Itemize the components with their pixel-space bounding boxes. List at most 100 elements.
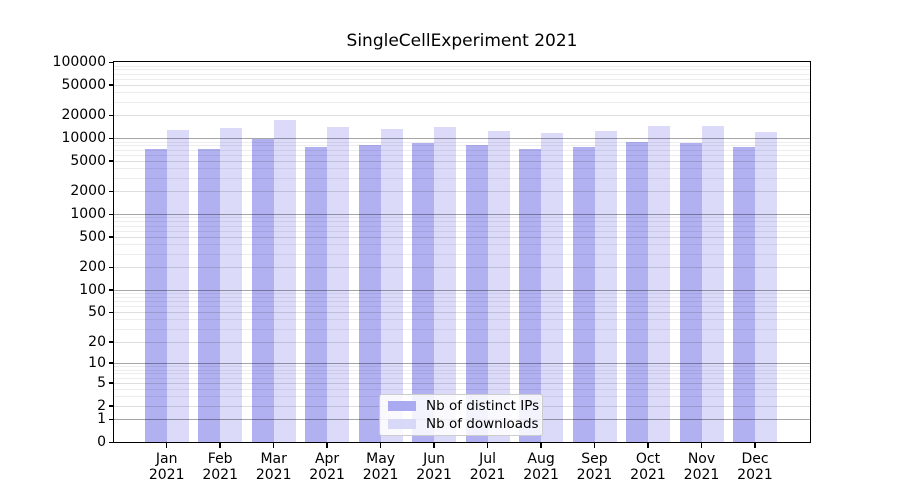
y-tick-label: 2000 <box>70 183 106 200</box>
gridline-minor <box>114 366 810 367</box>
gridline-minor <box>114 78 810 80</box>
bar-distinct-ips <box>251 139 274 442</box>
gridline-minor <box>114 145 810 147</box>
gridline-minor <box>114 369 810 371</box>
gridline-major <box>114 138 810 139</box>
gridline-minor <box>114 377 810 379</box>
chart-title: SingleCellExperiment 2021 <box>346 31 578 51</box>
bar-distinct-ips <box>465 144 488 442</box>
y-tick-label: 10 <box>88 354 106 371</box>
bar-downloads <box>487 130 510 442</box>
y-tick-mark <box>109 341 114 343</box>
gridline-minor <box>114 306 810 308</box>
legend-swatch-downloads <box>388 419 416 429</box>
bar-downloads <box>701 125 724 442</box>
x-tick-label: Nov 2021 <box>683 451 720 483</box>
gridline-mid <box>114 84 810 86</box>
legend-item-downloads: Nb of downloads <box>388 416 539 432</box>
x-tick-label: Sep 2021 <box>576 451 613 483</box>
y-tick-label: 1 <box>97 411 106 428</box>
legend-item-distinct-ips: Nb of distinct IPs <box>388 398 539 414</box>
bar-downloads <box>273 119 296 442</box>
y-tick-mark <box>109 418 114 421</box>
x-tick-mark <box>540 443 542 448</box>
gridline-minor <box>114 373 810 375</box>
y-tick-mark <box>109 61 114 63</box>
y-tick-label: 50 <box>88 304 106 321</box>
bar-distinct-ips <box>358 144 381 442</box>
gridline-minor <box>114 388 810 390</box>
y-tick-mark <box>109 266 114 268</box>
x-tick-mark <box>433 443 435 448</box>
bar-downloads <box>380 129 403 442</box>
x-tick-mark <box>486 443 489 448</box>
bar-distinct-ips <box>144 149 167 442</box>
gridline-minor <box>114 230 810 232</box>
gridline-minor <box>114 168 810 170</box>
y-tick-label: 20 <box>88 333 106 350</box>
bar-downloads <box>327 127 350 442</box>
gridline-minor <box>114 217 810 219</box>
gridline-mid <box>114 115 810 117</box>
gridline-major <box>114 362 810 364</box>
x-tick-label: Feb 2021 <box>202 451 238 483</box>
bar-downloads <box>541 132 564 442</box>
x-tick-label: May 2021 <box>362 451 399 483</box>
y-tick-mark <box>109 289 114 291</box>
x-tick-label: Mar 2021 <box>255 451 292 483</box>
legend-swatch-distinct-ips <box>388 401 416 411</box>
bar-downloads <box>594 131 617 442</box>
bar-distinct-ips <box>732 146 755 442</box>
bar-downloads <box>648 126 671 442</box>
gridline-mid <box>114 267 810 268</box>
gridline-minor <box>114 177 810 179</box>
y-tick-mark <box>109 382 114 384</box>
gridline-minor <box>114 297 810 298</box>
bar-downloads <box>166 130 189 442</box>
y-tick-label: 1000 <box>70 206 106 222</box>
bar-downloads <box>434 127 457 442</box>
gridline-minor <box>114 301 810 303</box>
gridline-mid <box>114 160 810 162</box>
y-tick-label: 50000 <box>61 76 106 93</box>
gridline-minor <box>114 69 810 71</box>
x-tick-mark <box>700 443 703 448</box>
gridline-minor <box>114 319 810 321</box>
x-tick-mark <box>165 443 168 448</box>
bar-distinct-ips <box>305 146 328 442</box>
y-tick-mark <box>109 236 114 238</box>
y-tick-mark <box>109 362 114 364</box>
y-tick-mark <box>109 441 114 443</box>
gridline-minor <box>114 101 810 103</box>
gridline-minor <box>114 92 810 94</box>
gridline-minor <box>114 225 810 227</box>
y-tick-mark <box>109 84 114 86</box>
y-tick-label: 0 <box>97 434 106 450</box>
x-tick-label: Jun 2021 <box>416 451 452 483</box>
gridline-minor <box>114 149 810 151</box>
gridline-mid <box>114 236 810 238</box>
y-tick-label: 2 <box>97 397 106 414</box>
gridline-minor <box>114 328 810 330</box>
bar-downloads <box>754 131 777 442</box>
bar-distinct-ips <box>412 142 435 442</box>
gridline-minor <box>114 141 810 143</box>
x-tick-label: Oct 2021 <box>630 451 666 483</box>
x-tick-label: Apr 2021 <box>309 451 345 483</box>
y-tick-label: 10000 <box>61 130 106 146</box>
y-tick-label: 100000 <box>52 54 106 70</box>
y-tick-label: 500 <box>79 228 106 245</box>
y-tick-label: 200 <box>79 259 106 275</box>
bar-distinct-ips <box>679 142 702 442</box>
gridline-minor <box>114 154 810 156</box>
legend: Nb of distinct IPs Nb of downloads <box>379 394 543 436</box>
y-tick-label: 20000 <box>61 107 106 124</box>
x-tick-mark <box>647 443 649 448</box>
bar-distinct-ips <box>519 148 542 442</box>
y-tick-mark <box>109 213 114 215</box>
y-tick-label: 100 <box>79 281 106 298</box>
x-tick-label: Jan 2021 <box>148 451 185 483</box>
bar-distinct-ips <box>572 147 595 442</box>
x-tick-mark <box>219 443 221 448</box>
gridline-major <box>114 214 810 215</box>
